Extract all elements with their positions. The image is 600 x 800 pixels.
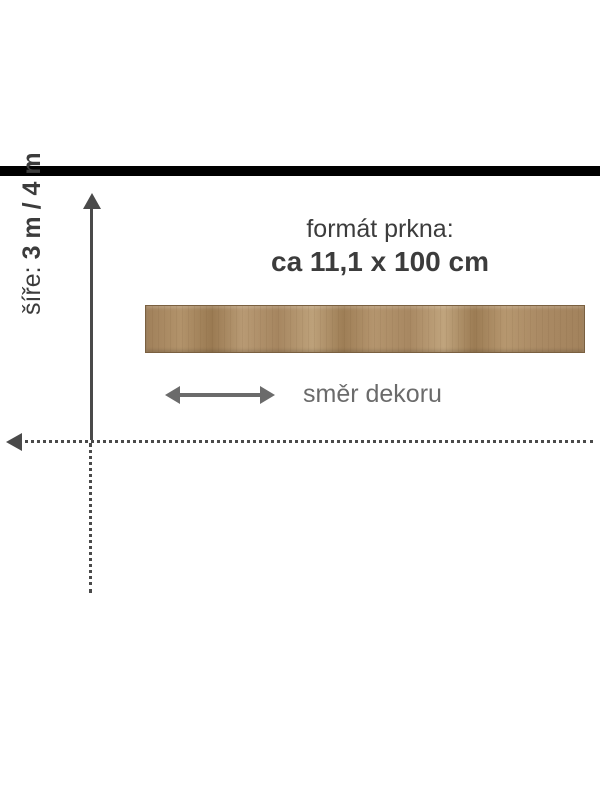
top-divider-bar xyxy=(0,166,600,176)
y-axis-line xyxy=(90,205,93,440)
format-block: formát prkna: ca 11,1 x 100 cm xyxy=(180,215,580,278)
format-label: formát prkna: xyxy=(180,215,580,244)
y-axis-label-value: 3 m / 4 m xyxy=(18,152,46,259)
plank-sample xyxy=(145,305,585,353)
direction-row: směr dekoru xyxy=(165,380,585,409)
direction-double-arrow-icon xyxy=(165,385,275,405)
plank-format-diagram: šíře: 3 m / 4 m formát prkna: ca 11,1 x … xyxy=(0,185,600,605)
y-axis-label-prefix: šíře: xyxy=(18,259,46,315)
x-axis-dotted-line xyxy=(18,440,593,443)
direction-label: směr dekoru xyxy=(303,380,442,409)
y-axis-label: šíře: 3 m / 4 m xyxy=(18,152,47,315)
y-axis-dotted-extension xyxy=(89,443,92,593)
format-value: ca 11,1 x 100 cm xyxy=(180,246,580,278)
